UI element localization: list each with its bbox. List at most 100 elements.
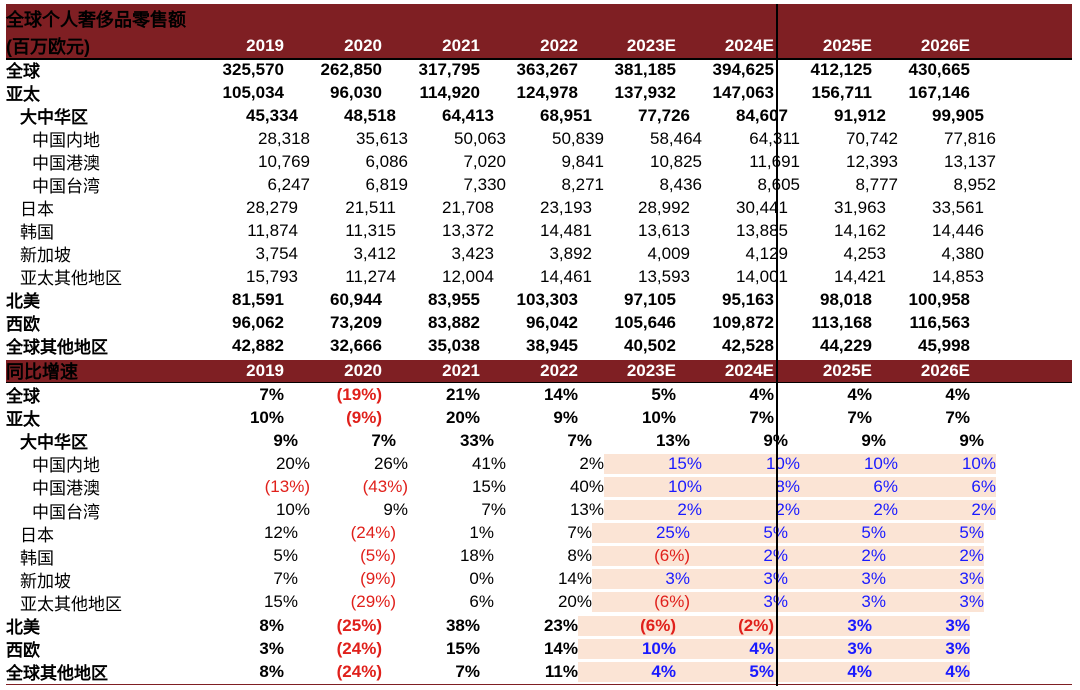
growth-cell: 2%: [898, 500, 996, 521]
growth-cell: 8%: [567, 546, 592, 566]
table-title: 全球个人奢侈品零售额: [6, 9, 186, 30]
growth-cell: 41%: [471, 453, 506, 473]
row-label: 新加坡: [20, 571, 71, 591]
growth-cell: (6%): [592, 546, 690, 567]
growth-cell: (2%): [676, 615, 774, 636]
growth-cell: 9%: [553, 407, 578, 427]
growth-cell: 14%: [543, 638, 578, 658]
growth-cell: 3%: [774, 615, 872, 636]
sales-cell: 32,666: [330, 335, 382, 355]
sales-cell: 3,754: [255, 243, 298, 263]
growth-cell: 3%: [259, 638, 284, 658]
unit-label: (百万欧元): [6, 36, 90, 57]
sales-cell: 103,303: [516, 289, 578, 309]
growth-cell: 8%: [259, 661, 284, 681]
growth-cell: (9%): [346, 407, 382, 427]
sales-cell: 156,711: [811, 82, 872, 102]
growth-cell: 10%: [898, 453, 996, 474]
sales-cell: 10,769: [258, 151, 310, 171]
sales-cell: 83,955: [428, 289, 480, 309]
year-header-row: (百万欧元) 2019 2020 2021 2022 2023E 2024E 2…: [6, 33, 1072, 58]
growth-cell: (19%): [336, 384, 382, 404]
growth-cell: 40%: [569, 476, 604, 496]
sales-cell: 6,086: [365, 151, 408, 171]
growth-cell: 10%: [249, 407, 284, 427]
sales-cell: 7,020: [463, 151, 506, 171]
sales-row: 韩国 11,874 11,315 13,372 14,481 13,613 13,885 14…: [6, 219, 1072, 243]
growth-cell: 15%: [604, 453, 702, 474]
row-label: 大中华区: [20, 433, 88, 453]
sales-cell: 58,464: [650, 128, 702, 148]
growth-title: 同比增速: [6, 362, 78, 382]
growth-cell: 20%: [275, 453, 310, 473]
growth-cell: 23%: [543, 615, 578, 635]
sales-cell: 14,446: [932, 220, 984, 240]
growth-cell: 21%: [445, 384, 480, 404]
sales-cell: 6,247: [267, 174, 310, 194]
growth-cell: 12%: [263, 523, 298, 543]
growth-cell: 8%: [702, 476, 800, 497]
year-header: 2022: [540, 35, 578, 55]
sales-cell: 114,920: [419, 82, 480, 102]
growth-cell: 5%: [676, 661, 774, 682]
sales-cell: 21,511: [345, 197, 396, 217]
growth-header-row: 同比增速 2019 2020 2021 2022 2023E 2024E 202…: [6, 360, 1072, 382]
sales-cell: 21,708: [442, 197, 494, 217]
sales-cell: 14,481: [540, 220, 592, 240]
row-label: 日本: [20, 200, 54, 219]
growth-cell: 25%: [592, 523, 690, 544]
title-row: 全球个人奢侈品零售额: [6, 4, 1072, 33]
sales-cell: 12,004: [442, 266, 494, 286]
sales-cell: 50,839: [552, 128, 604, 148]
sales-cell: 6,819: [365, 174, 408, 194]
sales-cell: 96,042: [526, 312, 578, 332]
sales-cell: 81,591: [232, 289, 284, 309]
growth-cell: 9%: [861, 430, 886, 450]
growth-cell: 7%: [945, 407, 970, 427]
sales-row: 亚太其他地区 15,793 11,274 12,004 14,461 13,593 14,0…: [6, 265, 1072, 289]
growth-cell: 3%: [872, 638, 970, 659]
growth-cell: 0%: [469, 569, 494, 589]
sales-cell: 381,185: [614, 59, 676, 79]
growth-cell: 9%: [959, 430, 984, 450]
sales-cell: 4,009: [647, 243, 690, 263]
growth-cell: 6%: [800, 476, 898, 497]
sales-cell: 9,841: [561, 151, 604, 171]
row-label: 韩国: [20, 223, 54, 242]
growth-cell: 3%: [886, 569, 984, 590]
year-header: 2021: [442, 361, 480, 380]
year-header: 2020: [344, 361, 382, 380]
sales-cell: 7,330: [463, 174, 506, 194]
sales-cell: 95,163: [722, 289, 774, 309]
sales-row: 日本 28,279 21,511 21,708 23,193 28,992 30,441 31…: [6, 196, 1072, 220]
growth-row: 全球 7% (19%) 21% 14% 5% 4% 4% 4%: [6, 383, 1072, 407]
row-label: 全球其他地区: [6, 338, 108, 357]
sales-cell: 96,030: [330, 82, 382, 102]
sales-cell: 38,945: [526, 335, 578, 355]
sales-cell: 45,998: [918, 335, 970, 355]
growth-cell: 6%: [898, 476, 996, 497]
growth-cell: 15%: [445, 638, 480, 658]
growth-row: 中国台湾 10% 9% 7% 13% 2% 2% 2% 2%: [6, 499, 1072, 522]
growth-cell: 2%: [788, 546, 886, 567]
growth-cell: (29%): [350, 592, 396, 612]
sales-row: 全球其他地区 42,882 32,666 35,038 38,945 40,502 42,5…: [6, 334, 1072, 358]
sales-cell: 44,229: [820, 335, 872, 355]
sales-row: 亚太 105,034 96,030 114,920 124,978 137,932 147,…: [6, 81, 1072, 105]
sales-cell: 99,905: [932, 105, 984, 125]
growth-cell: 2%: [702, 500, 800, 521]
growth-cell: (43%): [362, 476, 408, 496]
growth-cell: 7%: [749, 407, 774, 427]
growth-cell: 7%: [567, 430, 592, 450]
growth-cell: 5%: [273, 546, 298, 566]
sales-row: 中国台湾 6,247 6,819 7,330 8,271 8,436 8,605 8,777 8…: [6, 173, 1072, 197]
sales-cell: 11,274: [345, 266, 396, 286]
growth-cell: (24%): [336, 638, 382, 658]
row-label: 日本: [20, 525, 54, 545]
sales-cell: 50,063: [454, 128, 506, 148]
sales-cell: 8,436: [659, 174, 702, 194]
growth-cell: 13%: [655, 430, 690, 450]
row-label: 中国台湾: [32, 177, 100, 196]
